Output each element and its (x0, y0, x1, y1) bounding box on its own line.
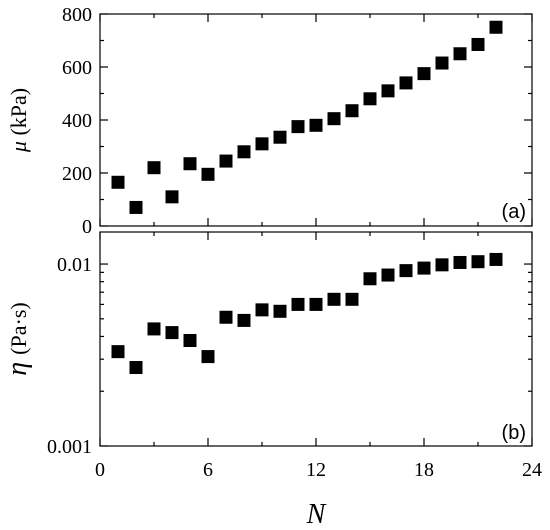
panel-b-ticks: 0 6 12 18 24 0.001 0.01 (47, 232, 542, 481)
panel-b-data-point (183, 334, 197, 348)
panel-a-ytick-label: 0 (82, 216, 92, 238)
panel-b-data-point (471, 255, 485, 269)
panel-b-ylabel-symbol: η (2, 362, 33, 376)
panel-b-frame (99, 231, 533, 447)
panel-b-data-point (201, 350, 215, 364)
panel-a-ylabel-symbol: μ (6, 141, 31, 153)
panel-b-data-point (291, 297, 305, 311)
panel-a-tag: (a) (502, 201, 526, 223)
panel-b-points (111, 252, 503, 375)
panel-b-ytick-label: 0.01 (57, 254, 92, 276)
panel-b-ytick-label: 0.001 (47, 436, 92, 458)
panel-a-data-point (399, 76, 413, 90)
panel-a-ytick-label: 200 (62, 163, 92, 185)
panel-a-data-point (309, 118, 323, 132)
panel-b-tag: (b) (502, 422, 526, 444)
panel-a-data-point (111, 175, 125, 189)
panel-b-ylabel-unit: (Pa·s) (6, 302, 31, 355)
panel-a-data-point (417, 67, 431, 81)
panel-a-data-point (471, 37, 485, 51)
x-tick-label: 0 (95, 459, 105, 481)
panel-b-data-point (453, 255, 467, 269)
panel-b-ylabel: η (Pa·s) (2, 302, 33, 375)
panel-a-data-point (255, 137, 269, 151)
panel-a-ytick-label: 800 (62, 4, 92, 26)
panel-a-ytick-label: 600 (62, 57, 92, 79)
panel-a-ylabel-unit: (kPa) (6, 88, 31, 136)
panel-a-data-point (237, 145, 251, 159)
panel-a-data-point (219, 154, 233, 168)
panel-a-data-point (381, 84, 395, 98)
panel-a-data-point (435, 56, 449, 70)
panel-b-data-point (165, 326, 179, 340)
panel-a-data-point (165, 190, 179, 204)
panel-b-data-point (273, 304, 287, 318)
panel-a: μ (kPa) (a) 0 200 400 600 800 (6, 4, 533, 238)
panel-a-data-point (291, 120, 305, 134)
panel-a-data-point (273, 130, 287, 144)
x-tick-label: 12 (306, 459, 326, 481)
panel-b-data-point (237, 313, 251, 327)
panel-b-data-point (417, 261, 431, 275)
panel-b-data-point (129, 361, 143, 375)
panel-a-data-point (453, 47, 467, 61)
x-tick-label: 18 (414, 459, 434, 481)
panel-a-data-point (363, 92, 377, 106)
panel-a-data-point (147, 161, 161, 175)
x-tick-label: 24 (522, 459, 542, 481)
panel-a-points (111, 20, 503, 214)
panel-b-data-point (219, 310, 233, 324)
panel-b-data-point (399, 264, 413, 278)
panel-b-data-point (327, 292, 341, 306)
x-tick-label: 6 (203, 459, 213, 481)
panel-b-data-point (363, 272, 377, 286)
panel-b-data-point (435, 258, 449, 272)
x-axis-title: N (306, 499, 327, 530)
panel-a-data-point (201, 167, 215, 181)
panel-b-data-point (489, 252, 503, 266)
panel-b: η (Pa·s) (b) 0 6 12 18 24 0.001 0.01 N (2, 231, 542, 530)
panel-a-data-point (345, 104, 359, 118)
panel-a-ticks: 0 200 400 600 800 (62, 4, 533, 238)
panel-a-data-point (327, 112, 341, 126)
panel-b-data-point (309, 297, 323, 311)
panel-a-data-point (489, 20, 503, 34)
panel-a-data-point (129, 200, 143, 214)
panel-b-data-point (111, 345, 125, 359)
panel-b-data-point (381, 268, 395, 282)
panel-a-data-point (183, 157, 197, 171)
panel-b-data-point (147, 322, 161, 336)
panel-b-data-point (345, 292, 359, 306)
panel-a-ytick-label: 400 (62, 110, 92, 132)
panel-a-ylabel: μ (kPa) (6, 88, 31, 153)
panel-b-data-point (255, 303, 269, 317)
